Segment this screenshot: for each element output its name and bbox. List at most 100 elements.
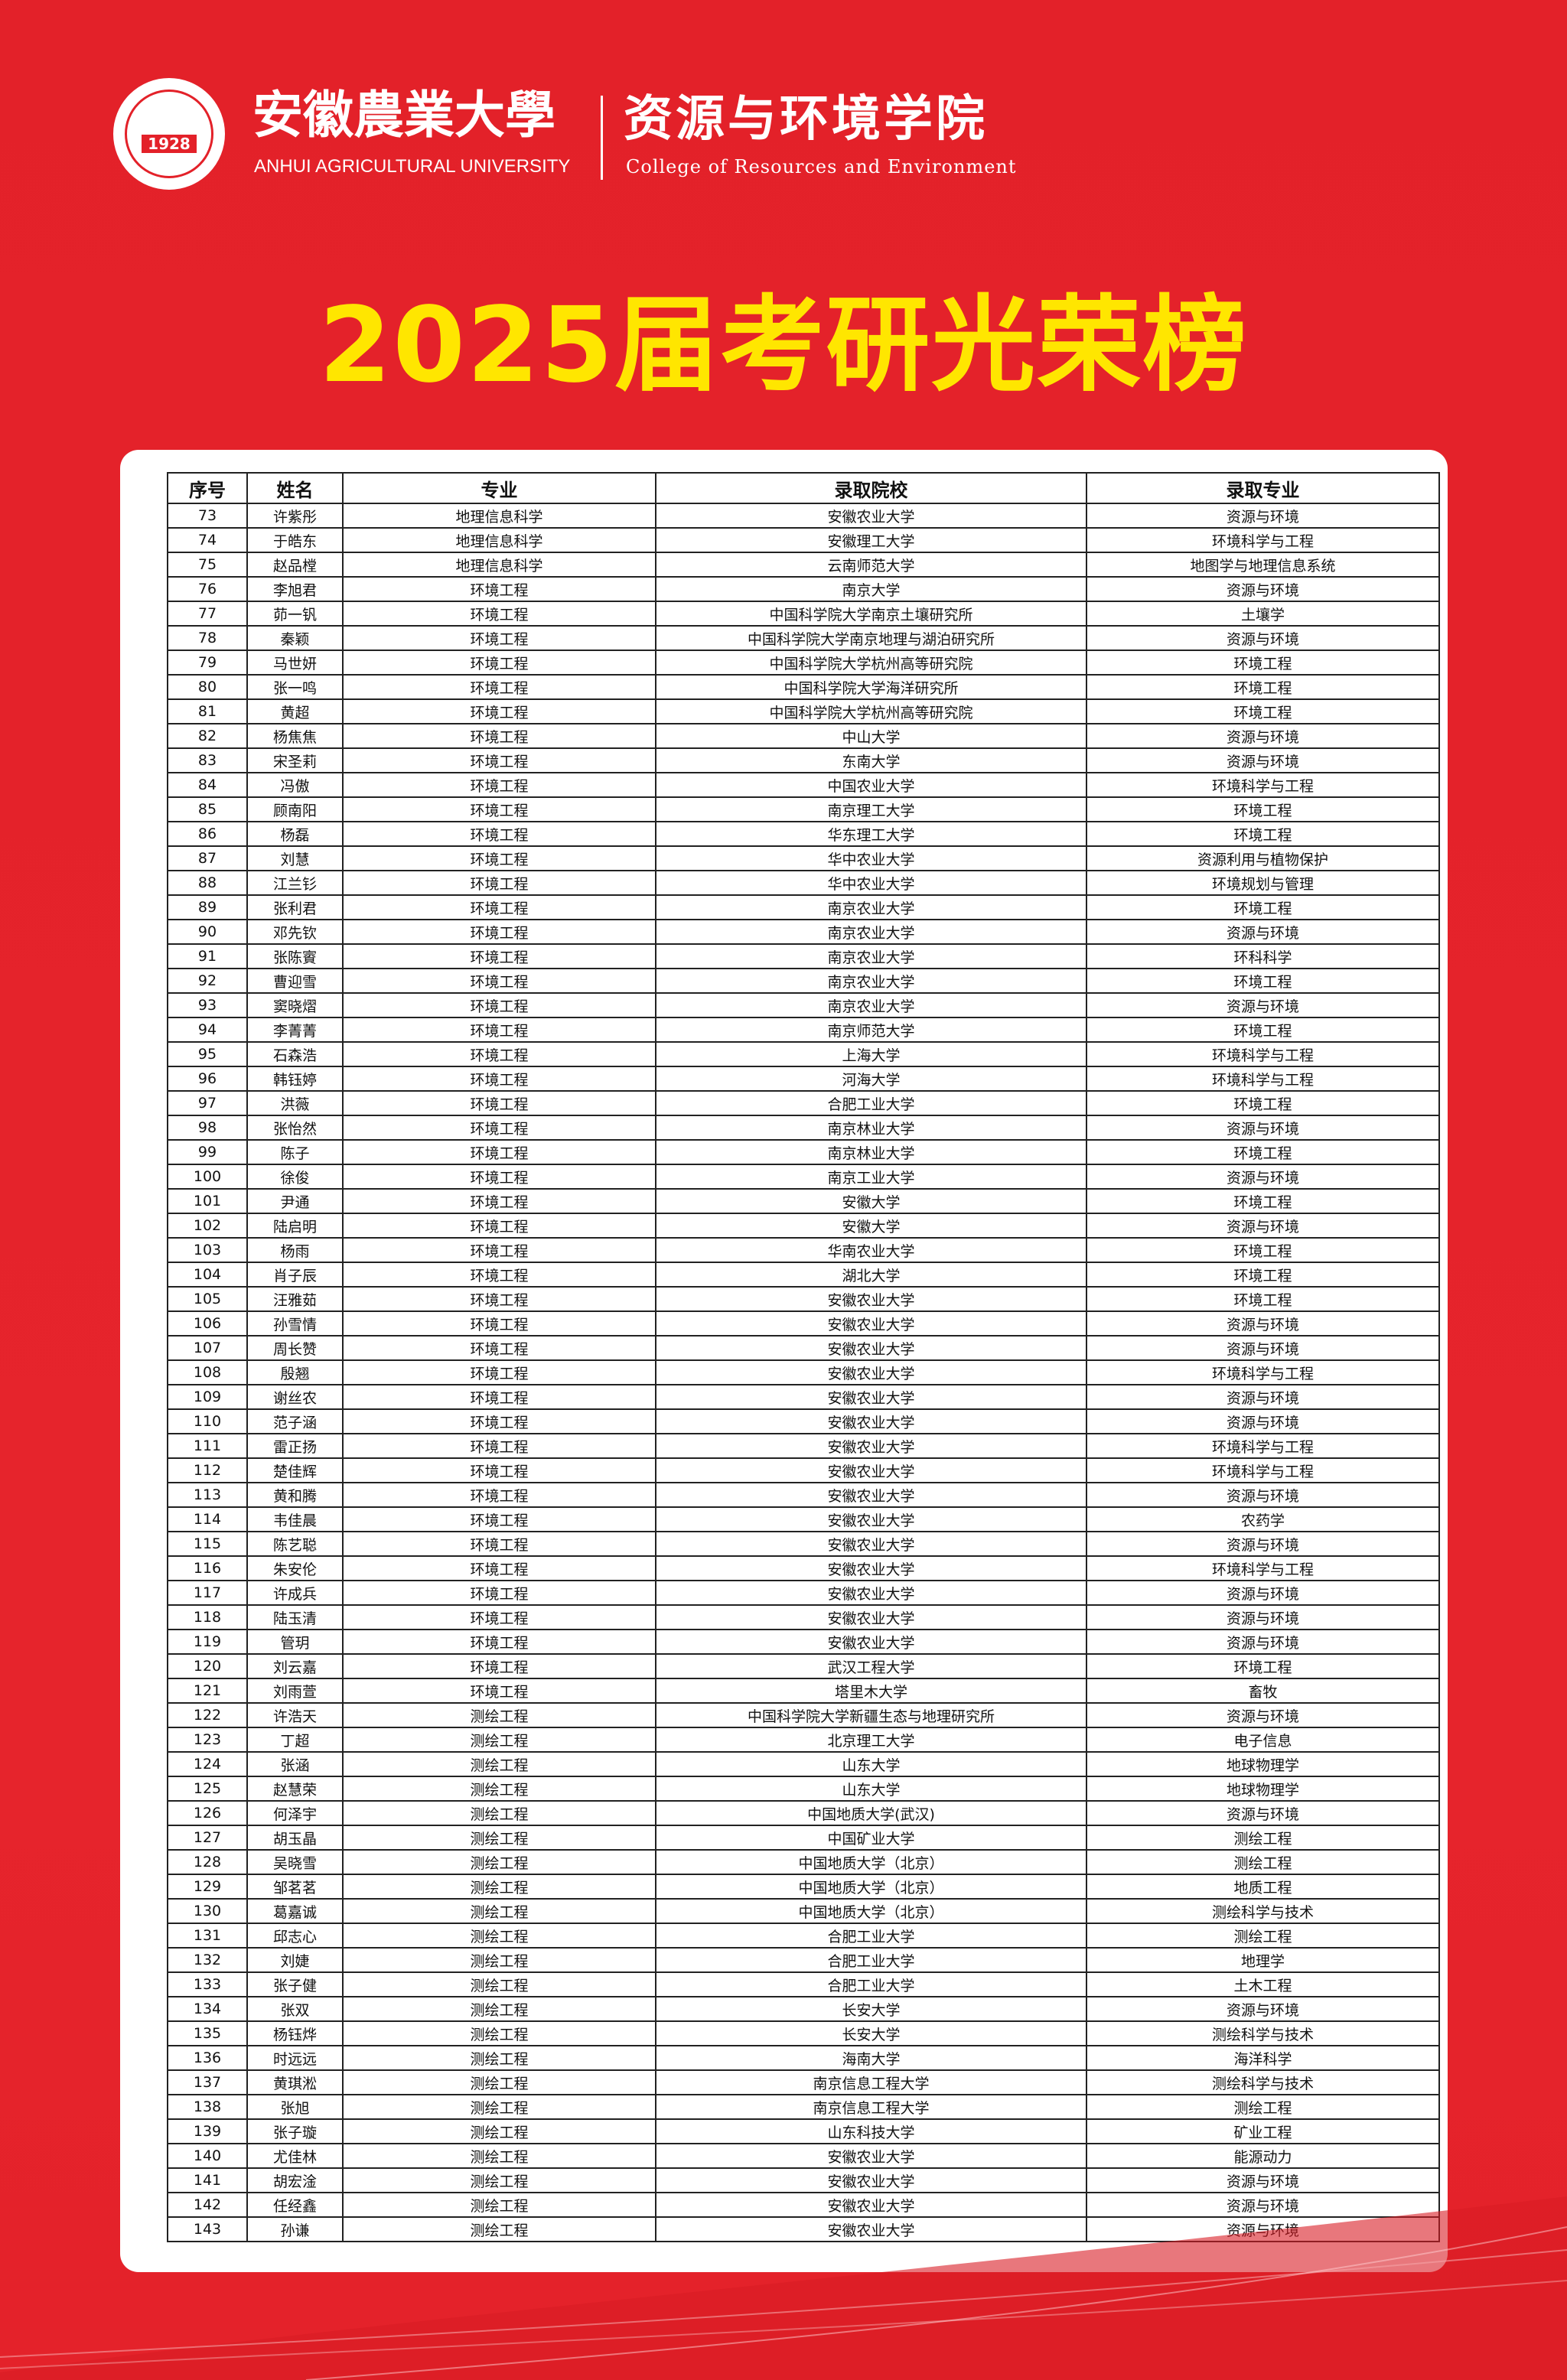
cell-seq: 104 xyxy=(167,1262,248,1288)
cell-name: 茆一钒 xyxy=(246,601,344,627)
cell-admitted-school: 山东科技大学 xyxy=(655,2118,1087,2144)
cell-admitted-major: 环境工程 xyxy=(1086,650,1440,676)
table-row: 126 何泽宇 测绘工程 中国地质大学(武汉) 资源与环境 xyxy=(167,1800,1440,1826)
cell-major: 环境工程 xyxy=(342,1090,656,1116)
cell-name: 于皓东 xyxy=(246,527,344,553)
cell-major: 环境工程 xyxy=(342,747,656,773)
table-row: 111 雷正扬 环境工程 安徽农业大学 环境科学与工程 xyxy=(167,1433,1440,1459)
cell-seq: 102 xyxy=(167,1213,248,1239)
cell-admitted-major: 环境工程 xyxy=(1086,821,1440,847)
cell-admitted-school: 安徽农业大学 xyxy=(655,1335,1087,1361)
cell-seq: 79 xyxy=(167,650,248,676)
cell-admitted-major: 资源与环境 xyxy=(1086,576,1440,602)
cell-seq: 87 xyxy=(167,845,248,871)
cell-admitted-school: 安徽农业大学 xyxy=(655,1310,1087,1337)
cell-admitted-major: 测绘科学与技术 xyxy=(1086,2069,1440,2095)
cell-seq: 125 xyxy=(167,1776,248,1802)
cell-major: 测绘工程 xyxy=(342,1971,656,1997)
cell-admitted-school: 河海大学 xyxy=(655,1066,1087,1092)
cell-admitted-school: 南京师范大学 xyxy=(655,1017,1087,1043)
cell-seq: 75 xyxy=(167,552,248,578)
cell-admitted-school: 安徽农业大学 xyxy=(655,1384,1087,1410)
cell-seq: 142 xyxy=(167,2192,248,2218)
cell-admitted-major: 资源与环境 xyxy=(1086,1310,1440,1337)
cell-admitted-school: 中国地质大学（北京） xyxy=(655,1898,1087,1924)
cell-name: 尹通 xyxy=(246,1188,344,1214)
cell-admitted-school: 华中农业大学 xyxy=(655,870,1087,896)
cell-name: 刘婕 xyxy=(246,1947,344,1973)
cell-admitted-school: 武汉工程大学 xyxy=(655,1653,1087,1679)
cell-seq: 131 xyxy=(167,1923,248,1949)
cell-name: 雷正扬 xyxy=(246,1433,344,1459)
cell-seq: 134 xyxy=(167,1996,248,2022)
cell-admitted-major: 环科科学 xyxy=(1086,943,1440,969)
cell-major: 地理信息科学 xyxy=(342,552,656,578)
cell-major: 环境工程 xyxy=(342,650,656,676)
cell-seq: 114 xyxy=(167,1506,248,1532)
cell-admitted-major: 资源与环境 xyxy=(1086,503,1440,529)
cell-admitted-school: 中国地质大学(武汉) xyxy=(655,1800,1087,1826)
cell-seq: 84 xyxy=(167,772,248,798)
cell-major: 环境工程 xyxy=(342,1262,656,1288)
cell-name: 杨磊 xyxy=(246,821,344,847)
seal-year: 1928 xyxy=(142,135,197,153)
table-row: 106 孙雪情 环境工程 安徽农业大学 资源与环境 xyxy=(167,1310,1440,1337)
cell-major: 环境工程 xyxy=(342,1213,656,1239)
cell-major: 环境工程 xyxy=(342,576,656,602)
table-row: 129 邹茗茗 测绘工程 中国地质大学（北京） 地质工程 xyxy=(167,1874,1440,1900)
cell-major: 测绘工程 xyxy=(342,1727,656,1753)
header-divider xyxy=(601,96,603,180)
cell-seq: 113 xyxy=(167,1482,248,1508)
page-title: 2025届考研光荣榜 xyxy=(318,285,1249,406)
table-row: 78 秦颖 环境工程 中国科学院大学南京地理与湖泊研究所 资源与环境 xyxy=(167,625,1440,651)
column-header-name: 姓名 xyxy=(246,472,344,504)
cell-name: 韩钰婷 xyxy=(246,1066,344,1092)
cell-major: 地理信息科学 xyxy=(342,527,656,553)
cell-seq: 124 xyxy=(167,1751,248,1777)
cell-name: 张陈賨 xyxy=(246,943,344,969)
cell-seq: 139 xyxy=(167,2118,248,2144)
cell-admitted-major: 资源与环境 xyxy=(1086,1335,1440,1361)
table-row: 123 丁超 测绘工程 北京理工大学 电子信息 xyxy=(167,1727,1440,1753)
cell-major: 环境工程 xyxy=(342,625,656,651)
cell-seq: 74 xyxy=(167,527,248,553)
cell-admitted-school: 云南师范大学 xyxy=(655,552,1087,578)
cell-admitted-school: 上海大学 xyxy=(655,1041,1087,1067)
university-name-en: ANHUI AGRICULTURAL UNIVERSITY xyxy=(254,156,571,177)
cell-admitted-major: 测绘工程 xyxy=(1086,1849,1440,1875)
cell-admitted-school: 合肥工业大学 xyxy=(655,1090,1087,1116)
cell-major: 环境工程 xyxy=(342,821,656,847)
cell-name: 胡玉晶 xyxy=(246,1825,344,1851)
cell-seq: 115 xyxy=(167,1531,248,1557)
cell-major: 测绘工程 xyxy=(342,1923,656,1949)
cell-admitted-school: 南京信息工程大学 xyxy=(655,2094,1087,2120)
table-row: 124 张涵 测绘工程 山东大学 地球物理学 xyxy=(167,1751,1440,1777)
cell-name: 黄和腾 xyxy=(246,1482,344,1508)
cell-seq: 96 xyxy=(167,1066,248,1092)
table-row: 141 胡宏淦 测绘工程 安徽农业大学 资源与环境 xyxy=(167,2167,1440,2193)
cell-admitted-school: 安徽农业大学 xyxy=(655,1555,1087,1581)
cell-admitted-school: 南京农业大学 xyxy=(655,894,1087,920)
cell-name: 张子璇 xyxy=(246,2118,344,2144)
cell-name: 杨焦焦 xyxy=(246,723,344,749)
cell-admitted-major: 资源与环境 xyxy=(1086,1408,1440,1434)
cell-admitted-school: 合肥工业大学 xyxy=(655,1947,1087,1973)
cell-seq: 143 xyxy=(167,2216,248,2242)
table-row: 127 胡玉晶 测绘工程 中国矿业大学 测绘工程 xyxy=(167,1825,1440,1851)
cell-admitted-major: 电子信息 xyxy=(1086,1727,1440,1753)
column-header-admitted-major: 录取专业 xyxy=(1086,472,1440,504)
cell-admitted-major: 环境科学与工程 xyxy=(1086,1555,1440,1581)
cell-seq: 98 xyxy=(167,1115,248,1141)
cell-admitted-major: 环境科学与工程 xyxy=(1086,1457,1440,1483)
cell-name: 黄超 xyxy=(246,698,344,724)
cell-admitted-major: 资源与环境 xyxy=(1086,1800,1440,1826)
cell-admitted-major: 环境工程 xyxy=(1086,698,1440,724)
table-row: 104 肖子辰 环境工程 湖北大学 环境工程 xyxy=(167,1262,1440,1288)
cell-name: 张一鸣 xyxy=(246,674,344,700)
table-row: 113 黄和腾 环境工程 安徽农业大学 资源与环境 xyxy=(167,1482,1440,1508)
cell-name: 朱安伦 xyxy=(246,1555,344,1581)
cell-major: 环境工程 xyxy=(342,1310,656,1337)
table-row: 135 杨钰烨 测绘工程 长安大学 测绘科学与技术 xyxy=(167,2020,1440,2046)
university-name-cn: 安徽農業大學 xyxy=(252,85,555,145)
table-row: 131 邱志心 测绘工程 合肥工业大学 测绘工程 xyxy=(167,1923,1440,1949)
